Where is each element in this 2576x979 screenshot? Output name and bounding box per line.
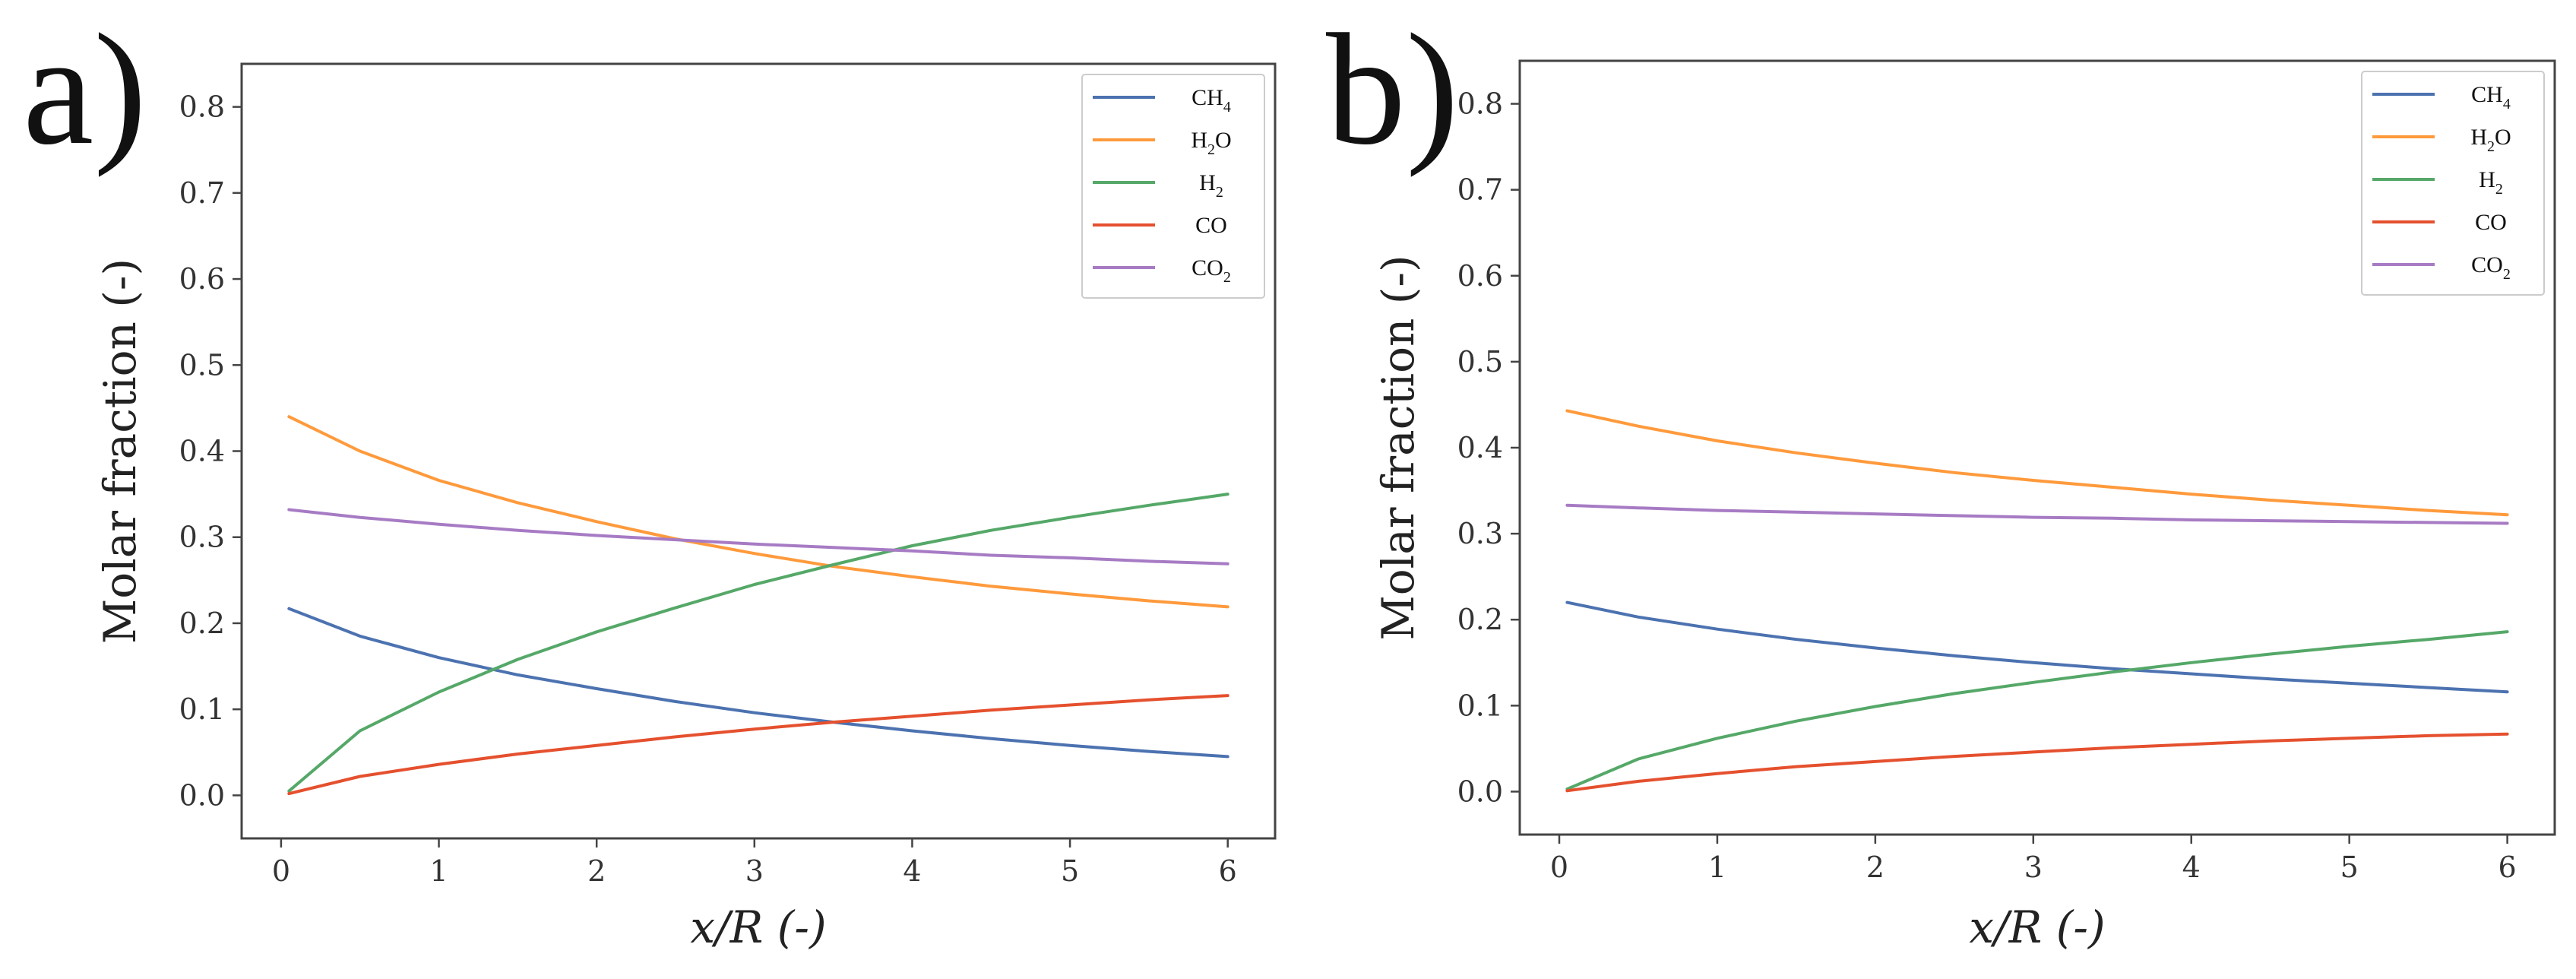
y-axis-label: Molar fraction (-): [1372, 255, 1424, 640]
x-tick-label: 1: [1708, 851, 1726, 884]
y-axis-label: Molar fraction (-): [94, 258, 146, 644]
legend-box: [2361, 71, 2545, 296]
series-line-co: [287, 694, 1229, 796]
legend-box: [1081, 74, 1265, 299]
x-tick-label: 2: [1866, 851, 1885, 884]
series-line-h2o: [1565, 409, 2509, 517]
legend-label-h2o: H2O: [2470, 125, 2511, 155]
x-tick-label: 0: [1550, 851, 1568, 884]
legend-label-co: CO: [2475, 210, 2507, 235]
y-tick-label: 0.5: [179, 348, 225, 382]
panel-label: b): [1326, 2, 1459, 178]
legend-label-ch4: CH4: [1191, 85, 1231, 116]
y-tick-label: 0.1: [179, 692, 225, 726]
legend: CH4 H2O H2 CO CO2: [1081, 74, 1265, 299]
y-tick-label: 0.7: [179, 176, 225, 210]
legend-label-h2: H2: [2479, 167, 2503, 198]
x-tick-label: 4: [2182, 851, 2201, 884]
x-tick-label: 1: [429, 854, 448, 888]
y-tick-label: 0.4: [179, 435, 225, 468]
x-tick-label: 0: [272, 854, 290, 888]
x-axis-label: x/R (-): [1969, 901, 2105, 953]
y-tick-label: 0.2: [1457, 603, 1503, 636]
legend-label-co: CO: [1195, 213, 1227, 238]
series-line-ch4: [287, 607, 1229, 759]
series-line-co2: [287, 508, 1229, 566]
y-tick-label: 0.3: [179, 521, 225, 554]
series-line-ch4: [1565, 600, 2509, 694]
x-tick-label: 5: [2340, 851, 2359, 884]
chart-panel-b: b) 0 1 2 3 4 5 6 0.0 0.1 0.2 0.3 0.4 0.5 0.6 0.7 0.8 x/R …: [1326, 2, 2556, 953]
y-tick-label: 0.2: [179, 607, 225, 640]
legend-label-co2: CO2: [1191, 255, 1231, 286]
legend-label-co2: CO2: [2471, 252, 2511, 283]
y-tick-label: 0.8: [179, 90, 225, 124]
x-tick-label: 6: [2498, 851, 2517, 884]
y-tick-label: 0.6: [179, 262, 225, 296]
series-line-h2: [1565, 630, 2509, 791]
x-tick-label: 4: [903, 854, 921, 888]
series-line-h2: [287, 493, 1229, 793]
x-tick-label: 5: [1061, 854, 1079, 888]
series-line-co: [1565, 732, 2509, 793]
x-tick-label: 6: [1219, 854, 1237, 888]
y-tick-label: 0.8: [1457, 87, 1503, 121]
panel-label: a): [23, 2, 147, 178]
y-tick-label: 0.1: [1457, 689, 1503, 722]
x-axis-label: x/R (-): [690, 901, 826, 953]
y-tick-label: 0.7: [1457, 173, 1503, 207]
y-tick-label: 0.5: [1457, 345, 1503, 379]
legend-label-h2o: H2O: [1191, 128, 1231, 158]
legend-label-h2: H2: [1199, 170, 1223, 201]
legend-label-ch4: CH4: [2471, 82, 2511, 112]
y-tick-label: 0.0: [1457, 775, 1503, 808]
series-line-h2o: [287, 415, 1229, 609]
x-tick-label: 3: [745, 854, 764, 888]
x-tick-label: 3: [2024, 851, 2043, 884]
series-line-co2: [1565, 503, 2509, 525]
y-tick-label: 0.3: [1457, 517, 1503, 550]
chart-panel-a: a) 0 1 2 3 4 5 6 0.0 0.1 0.2 0.3 0.4 0.5 0.6 0.7 0.8 x/R …: [23, 2, 1277, 953]
y-tick-label: 0.0: [179, 778, 225, 812]
legend: CH4 H2O H2 CO CO2: [2361, 71, 2545, 296]
y-tick-label: 0.6: [1457, 259, 1503, 293]
x-tick-label: 2: [587, 854, 606, 888]
y-tick-label: 0.4: [1457, 431, 1503, 464]
